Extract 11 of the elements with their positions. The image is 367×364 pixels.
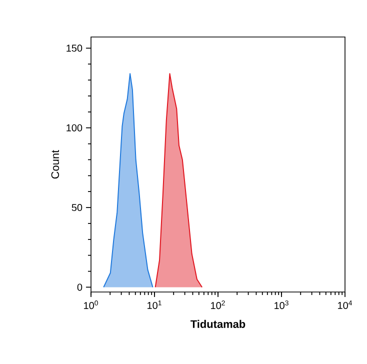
y-tick-label: 100 <box>66 124 82 132</box>
x-tick-label: 10$^{3}$ <box>274 300 288 310</box>
x-tick-label: 10$^{1}$ <box>148 300 162 310</box>
y-tick-label: 0 <box>77 284 82 291</box>
y-axis-title: Count <box>51 150 60 179</box>
y-tick-label: 50 <box>72 204 82 212</box>
x-tick-label: 10$^{0}$ <box>84 300 98 310</box>
x-tick-label: 10$^{2}$ <box>211 300 225 310</box>
y-tick-label: 150 <box>66 44 82 52</box>
x-axis-title: Tidutamab <box>190 320 246 328</box>
x-tick-label: 10$^{4}$ <box>338 300 352 310</box>
